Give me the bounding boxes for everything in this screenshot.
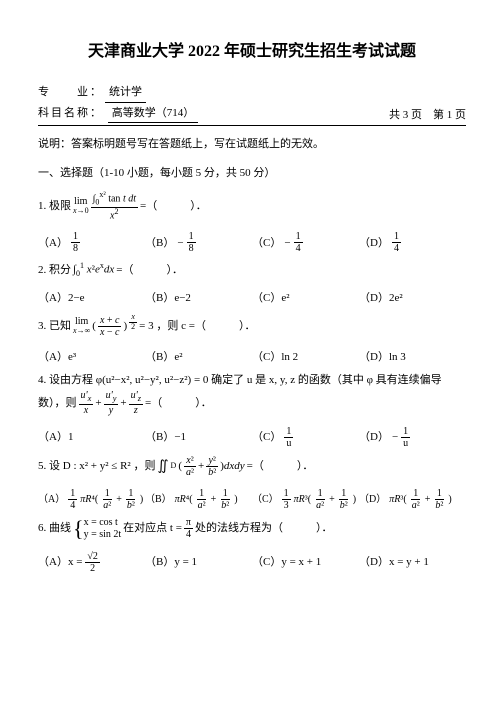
q1-tail: =（ ）． <box>140 198 207 215</box>
subject-value: 高等数学（714） <box>108 105 199 124</box>
q2-opt-b: （B）e−2 <box>145 290 252 307</box>
question-6: 6. 曲线 { x = cos t y = sin 2t 在对应点 t = π … <box>38 517 466 541</box>
subject-label: 科目名称： <box>38 107 103 119</box>
q4-options: （A）1 （B）−1 （C） 1u （D）− 1u <box>38 426 466 449</box>
q5-opt-c: （C） 13 πR³( 1a²+ 1b² ) <box>252 488 359 511</box>
question-4: 4. 设由方程 φ(u²−x², u²−y², u²−z²) = 0 确定了 u… <box>38 372 466 416</box>
q1-opt-b: （B）− 18 <box>145 231 252 254</box>
question-2: 2. 积分 ∫01 x²exdx =（ ）． <box>38 260 466 280</box>
q6-mid: 在对应点 t = <box>123 520 182 537</box>
q6-opt-d: （D）x = y + 1 <box>359 551 466 574</box>
q4-line2a: 数），则 <box>38 395 77 412</box>
q2-opt-d: （D）2e² <box>359 290 466 307</box>
q1-label: 1. 极限 <box>38 198 71 215</box>
q4-line1: 4. 设由方程 φ(u²−x², u²−y², u²−z²) = 0 确定了 u… <box>38 372 466 389</box>
q2-opt-c: （C）e² <box>252 290 359 307</box>
q6-label: 6. 曲线 <box>38 520 71 537</box>
page-title: 天津商业大学 2022 年硕士研究生招生考试试题 <box>38 40 466 64</box>
q1-fraction: ∫0x² tan t dt x2 <box>91 191 138 221</box>
q1-opt-a: （A） 18 <box>38 231 145 254</box>
divider <box>38 125 466 126</box>
q3-opt-c: （C）ln 2 <box>252 349 359 366</box>
q5-opt-d: （D） πR³( 1a²+ 1b² ) <box>359 488 466 511</box>
page-number: 共 3 页 第 1 页 <box>389 107 466 124</box>
q4-line2b: =（ ）． <box>145 395 212 412</box>
q3-mid: = 3 ，则 c =（ ）． <box>139 318 255 335</box>
q2-label: 2. 积分 <box>38 262 71 279</box>
q2-options: （A）2−e （B）e−2 （C）e² （D）2e² <box>38 290 466 307</box>
q3-frac: x + cx − c <box>98 315 122 338</box>
double-integral-icon: ∬ <box>157 456 168 477</box>
question-1: 1. 极限 limx→0 ∫0x² tan t dt x2 =（ ）． <box>38 191 466 221</box>
question-5: 5. 设 D : x² + y² ≤ R² ，则 ∬D ( x²a² + y²b… <box>38 455 466 478</box>
subject-row: 科目名称： 高等数学（714） 共 3 页 第 1 页 <box>38 105 466 124</box>
q5-tail: =（ ）． <box>247 458 314 475</box>
question-3: 3. 已知 limx→∞ ( x + cx − c ) x2 = 3 ，则 c … <box>38 313 466 340</box>
q2-integral: ∫01 x²exdx <box>73 260 114 280</box>
q6-opt-b: （B）y = 1 <box>145 551 252 574</box>
q6-tail: 处的法线方程为（ ）． <box>195 520 333 537</box>
major-value: 统计学 <box>105 84 146 103</box>
q6-opt-a: （A）x = √2 2 <box>38 551 145 574</box>
q5-options: （A） 14 πR⁴( 1a²+ 1b² ) （B） πR⁴( 1a²+ 1b²… <box>38 488 466 511</box>
q6-opt-c: （C）y = x + 1 <box>252 551 359 574</box>
q3-opt-d: （D）ln 3 <box>359 349 466 366</box>
q3-options: （A）e³ （B）e² （C）ln 2 （D）ln 3 <box>38 349 466 366</box>
instruction-note: 说明：答案标明题号写在答题纸上，写在试题纸上的无效。 <box>38 136 466 153</box>
q3-opt-a: （A）e³ <box>38 349 145 366</box>
major-label: 专 业： <box>38 84 103 101</box>
q1-options: （A） 18 （B）− 18 （C）− 14 （D） 14 <box>38 231 466 254</box>
q2-opt-a: （A）2−e <box>38 290 145 307</box>
q4-opt-d: （D）− 1u <box>359 426 466 449</box>
limit-expr: limx→0 <box>73 197 89 215</box>
exam-page: 天津商业大学 2022 年硕士研究生招生考试试题 专 业： 统计学 科目名称： … <box>0 0 504 713</box>
major-row: 专 业： 统计学 <box>38 84 466 103</box>
q4-opt-c: （C） 1u <box>252 426 359 449</box>
q1-opt-c: （C）− 14 <box>252 231 359 254</box>
q4-opt-b: （B）−1 <box>145 426 252 449</box>
q2-tail: =（ ）． <box>116 262 183 279</box>
q5-opt-b: （B） πR⁴( 1a²+ 1b² ) <box>145 488 252 511</box>
q3-opt-b: （B）e² <box>145 349 252 366</box>
q5-opt-a: （A） 14 πR⁴( 1a²+ 1b² ) <box>38 488 145 511</box>
q1-opt-d: （D） 14 <box>359 231 466 254</box>
q3-lim: limx→∞ <box>73 317 90 335</box>
q4-opt-a: （A）1 <box>38 426 145 449</box>
q5-label: 5. 设 D : x² + y² ≤ R² ，则 <box>38 458 155 475</box>
q6-cases: { x = cos t y = sin 2t <box>73 517 121 541</box>
q3-label: 3. 已知 <box>38 318 71 335</box>
q6-options: （A）x = √2 2 （B）y = 1 （C）y = x + 1 （D）x =… <box>38 551 466 574</box>
section-heading: 一、选择题（1-10 小题，每小题 5 分，共 50 分） <box>38 165 466 182</box>
